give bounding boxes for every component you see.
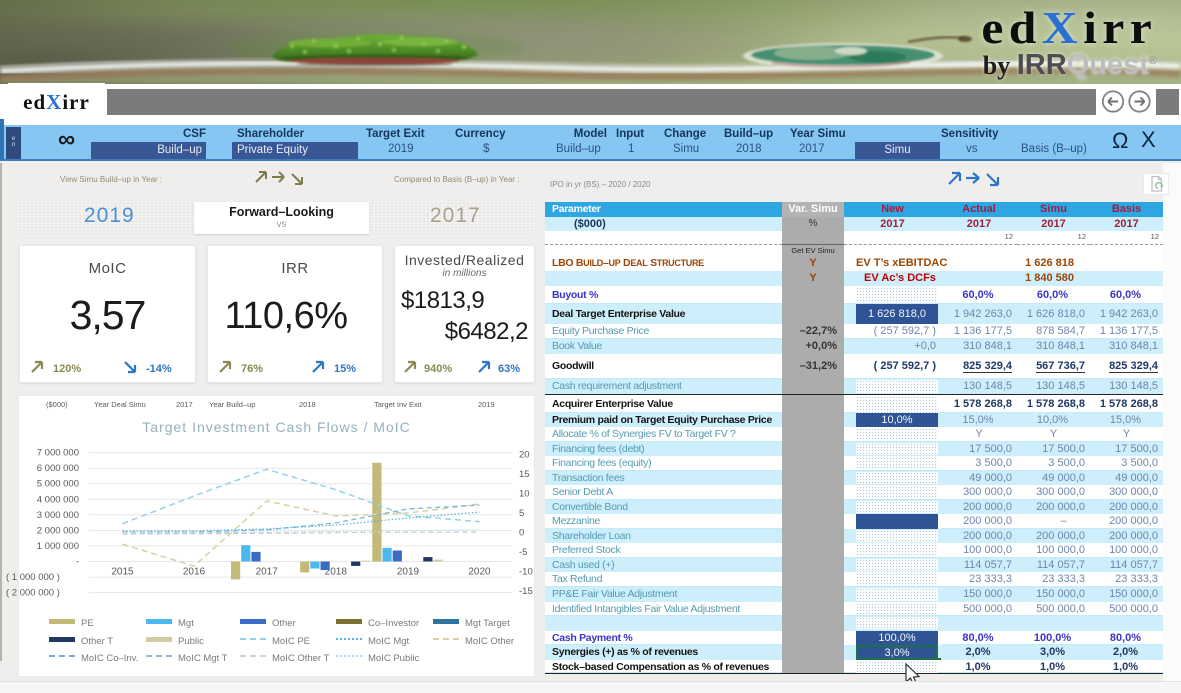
svg-text:6 000 000: 6 000 000 <box>37 463 79 474</box>
svg-text:2019: 2019 <box>397 567 420 578</box>
svg-text:5: 5 <box>519 508 524 519</box>
svg-text:( 1 000 000 ): ( 1 000 000 ) <box>6 572 60 583</box>
svg-text:-: - <box>76 557 79 568</box>
svg-text:3 000 000: 3 000 000 <box>37 510 79 521</box>
svg-text:20: 20 <box>519 450 530 461</box>
svg-text:( 2 000 000 ): ( 2 000 000 ) <box>6 588 60 599</box>
svg-text:2015: 2015 <box>111 567 134 578</box>
svg-text:10: 10 <box>519 489 530 500</box>
svg-text:5 000 000: 5 000 000 <box>37 479 79 490</box>
svg-text:-15: -15 <box>519 586 533 597</box>
svg-text:1 000 000: 1 000 000 <box>37 541 79 552</box>
svg-text:2018: 2018 <box>325 567 348 578</box>
svg-text:15: 15 <box>519 469 530 480</box>
svg-text:2 000 000: 2 000 000 <box>37 525 79 536</box>
svg-text:2016: 2016 <box>183 567 206 578</box>
svg-text:-10: -10 <box>519 567 533 578</box>
svg-text:2017: 2017 <box>256 567 279 578</box>
svg-text:4 000 000: 4 000 000 <box>37 494 79 505</box>
svg-text:-5: -5 <box>519 547 527 558</box>
svg-text:0: 0 <box>519 528 524 539</box>
svg-text:7 000 000: 7 000 000 <box>37 448 79 459</box>
svg-text:2020: 2020 <box>468 567 491 578</box>
